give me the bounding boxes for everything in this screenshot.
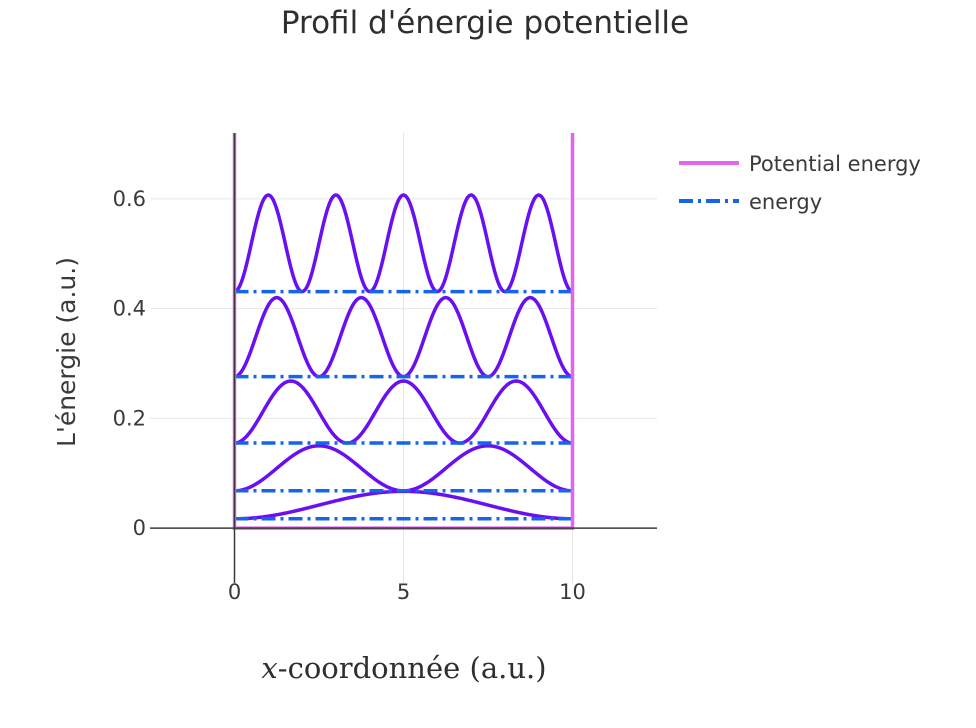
x-axis-label: x-coordonnée (a.u.) <box>261 651 546 685</box>
wavefunction-n5 <box>233 193 574 294</box>
wavefunction-n3 <box>233 379 574 445</box>
x-axis-label-variable: x <box>261 651 277 685</box>
y-tick-label: 0 <box>133 516 146 540</box>
y-tick-label: 0.2 <box>113 406 146 430</box>
y-tick-label: 0.4 <box>113 297 146 321</box>
tick-labels: 0 0.2 0.4 0.6 0 5 10 <box>113 187 586 604</box>
grid <box>150 133 657 583</box>
chart-title: Profil d'énergie potentielle <box>281 5 689 41</box>
x-axis-label-text: -coordonnée (a.u.) <box>278 651 547 685</box>
legend-label-potential-energy: Potential energy <box>749 152 921 176</box>
y-tick-label: 0.6 <box>113 187 146 211</box>
legend[interactable]: Potential energy energy <box>679 152 921 214</box>
x-tick-label: 5 <box>397 580 410 604</box>
x-tick-label: 10 <box>559 580 586 604</box>
axes <box>150 133 657 583</box>
energy-levels <box>234 289 573 521</box>
legend-label-energy: energy <box>749 190 822 214</box>
y-axis-label: L'énergie (a.u.) <box>52 257 81 447</box>
x-tick-label: 0 <box>228 580 241 604</box>
